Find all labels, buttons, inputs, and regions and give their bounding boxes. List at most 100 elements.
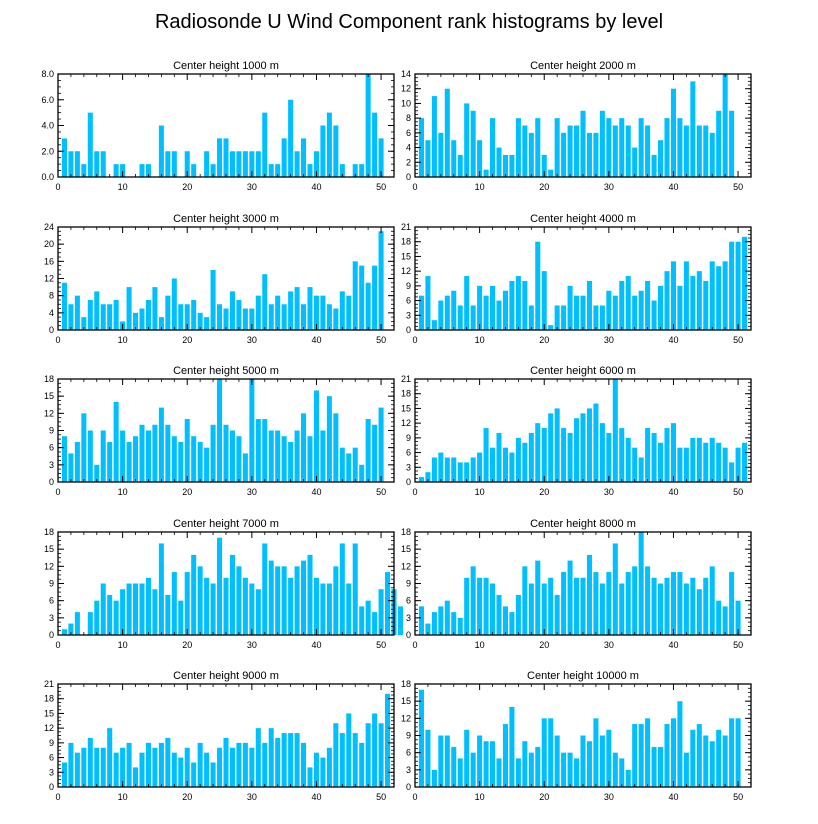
y-tick-label: 12 xyxy=(401,418,411,428)
histogram-bar xyxy=(339,447,345,482)
histogram-bar xyxy=(87,737,93,787)
y-tick-label: 6 xyxy=(49,443,54,453)
histogram-bar xyxy=(165,594,171,635)
y-tick-label: 9 xyxy=(49,579,54,589)
histogram-bar xyxy=(249,308,255,330)
histogram-bar xyxy=(191,762,197,787)
histogram-bar xyxy=(716,266,722,330)
histogram-bar xyxy=(236,299,242,330)
histogram-bar xyxy=(229,151,235,177)
x-tick-label: 0 xyxy=(412,487,417,497)
histogram-bar xyxy=(444,88,450,177)
histogram-bar xyxy=(352,164,358,178)
x-tick-label: 20 xyxy=(539,487,549,497)
histogram-bar xyxy=(599,110,605,177)
x-tick-label: 0 xyxy=(412,640,417,650)
y-tick-label: 14 xyxy=(401,69,411,79)
histogram-bar xyxy=(61,762,67,787)
histogram-bar xyxy=(120,589,126,635)
histogram-bar xyxy=(535,423,541,482)
histogram-bar xyxy=(502,290,508,330)
y-tick-label: 0 xyxy=(406,325,411,335)
histogram-bar xyxy=(126,583,132,635)
histogram-bar xyxy=(262,543,268,635)
histogram-bar xyxy=(333,566,339,635)
histogram-bar xyxy=(378,407,384,482)
histogram-bar xyxy=(625,125,631,177)
histogram-bar xyxy=(496,147,502,177)
histogram-bar xyxy=(522,566,528,635)
histogram-bar xyxy=(645,428,651,482)
histogram-bar xyxy=(612,295,618,330)
histogram-bar xyxy=(204,151,210,177)
y-tick-label: 12 xyxy=(44,408,54,418)
histogram-bar xyxy=(126,441,132,482)
histogram-bar xyxy=(217,747,223,787)
plot-frame xyxy=(57,683,395,788)
histogram-bar xyxy=(133,583,139,635)
histogram-bar xyxy=(210,583,216,635)
histogram-bar xyxy=(126,287,132,330)
x-tick-label: 50 xyxy=(733,640,743,650)
histogram-bar xyxy=(281,304,287,330)
histogram-bar xyxy=(690,437,696,482)
y-tick-label: 3 xyxy=(406,310,411,320)
histogram-bar xyxy=(262,274,268,330)
histogram-bar xyxy=(431,320,437,330)
histogram-bar xyxy=(735,241,741,330)
histogram-bar xyxy=(223,737,229,787)
histogram-bar xyxy=(431,769,437,787)
histogram-bar xyxy=(133,436,139,482)
y-tick-label: 9 xyxy=(406,731,411,741)
histogram-bar xyxy=(612,125,618,177)
histogram-bar xyxy=(87,612,93,635)
histogram-bar xyxy=(574,577,580,635)
histogram-bar xyxy=(326,112,332,178)
histogram-bar xyxy=(281,733,287,787)
histogram-bar xyxy=(670,88,676,177)
histogram-bar xyxy=(490,583,496,635)
histogram-bar xyxy=(191,299,197,330)
histogram-bar xyxy=(696,437,702,482)
histogram-bar xyxy=(418,295,424,330)
plot-frame xyxy=(414,378,752,483)
histogram-bar xyxy=(313,295,319,330)
histogram-bar xyxy=(217,138,223,178)
histogram-bar xyxy=(139,164,145,178)
histogram-bar xyxy=(107,441,113,482)
histogram-bar xyxy=(683,752,689,787)
histogram-bar xyxy=(346,295,352,330)
histogram-bar xyxy=(561,752,567,787)
histogram-bar xyxy=(561,132,567,177)
histogram-bar xyxy=(158,742,164,787)
histogram-bar xyxy=(522,280,528,330)
figure-title: Radiosonde U Wind Component rank histogr… xyxy=(155,11,663,33)
histogram-bar xyxy=(606,118,612,177)
histogram-bar xyxy=(372,713,378,787)
histogram-bar xyxy=(632,295,638,330)
histogram-bar xyxy=(438,452,444,482)
histogram-bar xyxy=(378,138,384,178)
histogram-bar xyxy=(561,572,567,635)
histogram-bar xyxy=(223,577,229,635)
panel-title: Center height 10000 m xyxy=(527,670,639,682)
histogram-bar xyxy=(236,566,242,635)
x-tick-label: 20 xyxy=(182,792,192,802)
histogram-bar xyxy=(632,147,638,177)
histogram-bar xyxy=(359,265,365,331)
histogram-bar xyxy=(229,747,235,787)
y-tick-label: 18 xyxy=(44,374,54,384)
histogram-bar xyxy=(580,735,586,787)
x-tick-label: 30 xyxy=(604,335,614,345)
histogram-bar xyxy=(385,572,391,635)
histogram-bar xyxy=(431,96,437,177)
histogram-bar xyxy=(593,305,599,330)
y-tick-label: 15 xyxy=(401,544,411,554)
histogram-bar xyxy=(223,424,229,482)
histogram-bar xyxy=(574,418,580,482)
histogram-bar xyxy=(288,291,294,331)
histogram-bar xyxy=(716,600,722,635)
histogram-bar xyxy=(509,280,515,330)
histogram-bar xyxy=(255,589,261,635)
histogram-bar xyxy=(528,305,534,330)
